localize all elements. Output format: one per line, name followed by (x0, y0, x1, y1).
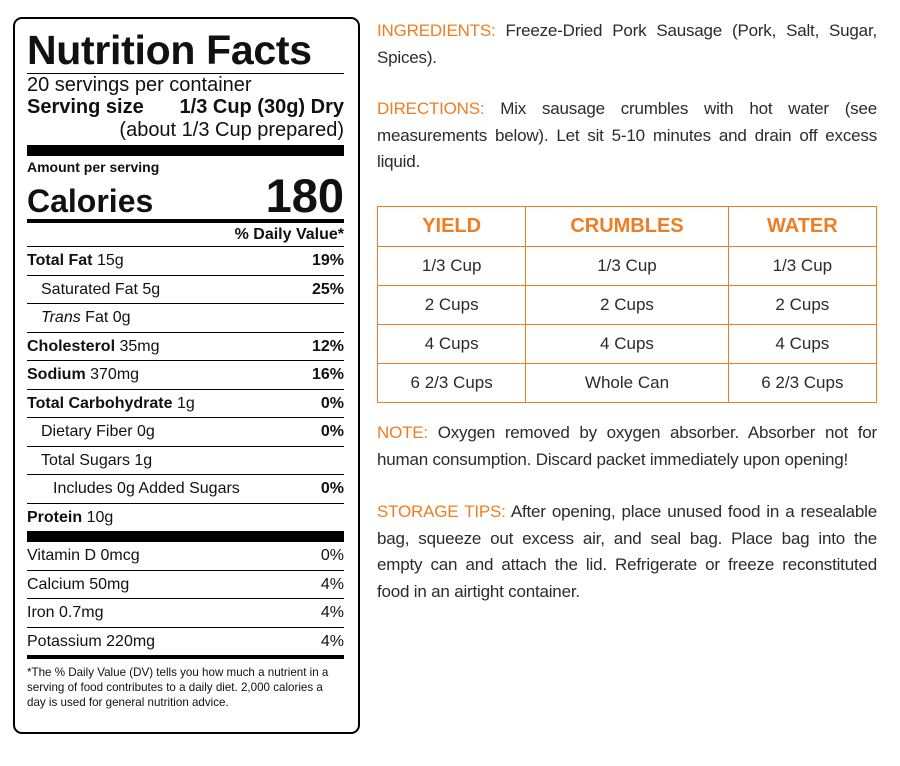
total-fat-amount: 15g (96, 252, 124, 269)
vitamin-dv: 4% (320, 604, 344, 621)
table-cell: 2 Cups (376, 285, 527, 325)
storage-text: After opening, place unused food in a re… (377, 502, 877, 601)
yield-table: YIELD CRUMBLES WATER 1/3 Cup 1/3 Cup 1/3… (376, 206, 878, 403)
table-header-row: YIELD CRUMBLES WATER (376, 206, 878, 247)
table-row: 6 2/3 Cups Whole Can 6 2/3 Cups (376, 363, 878, 403)
table-cell: 1/3 Cup (376, 246, 527, 286)
serving-prepared: (about 1/3 Cup prepared) (119, 119, 344, 141)
cholesterol-dv: 12% (311, 337, 344, 355)
vitamin-dv: 0% (320, 547, 344, 564)
storage-section: STORAGE TIPS: After opening, place unuse… (377, 499, 877, 605)
amount-per-serving: Amount per serving (27, 159, 160, 175)
calories-row: Calories 180 (27, 169, 344, 222)
added-sugars: Includes 0g Added Sugars (53, 480, 240, 497)
carbohydrate-dv: 0% (320, 394, 344, 412)
water-header: WATER (727, 206, 878, 247)
divider-thick (27, 145, 344, 156)
table-cell: 2 Cups (525, 285, 729, 325)
sodium-row: Sodium 370mg 16% (27, 360, 344, 389)
divider-medium (27, 655, 344, 659)
nutrition-facts-panel: Nutrition Facts 20 servings per containe… (13, 17, 360, 734)
total-sugars: Total Sugars 1g (41, 451, 153, 469)
trans-fat-rest: Fat 0g (85, 309, 131, 326)
divider-thick (27, 531, 344, 542)
trans-fat-italic: Trans (41, 309, 81, 326)
cholesterol-amount: 35mg (119, 337, 160, 355)
vitamin-label: Potassium 220mg (27, 632, 156, 650)
table-cell: Whole Can (525, 363, 729, 403)
vitamin-row: Potassium 220mg 4% (27, 626, 344, 656)
table-row: 4 Cups 4 Cups 4 Cups (376, 324, 878, 364)
ingredients-section: INGREDIENTS: Freeze-Dried Pork Sausage (… (377, 18, 877, 71)
directions-text: Mix sausage crumbles with hot water (see… (377, 99, 877, 171)
saturated-fat-dv: 25% (311, 280, 344, 298)
added-sugars-row: Includes 0g Added Sugars 0% (27, 474, 344, 503)
divider-medium (27, 219, 344, 223)
table-cell: 1/3 Cup (525, 246, 729, 286)
ingredients-label: INGREDIENTS: (377, 21, 496, 40)
saturated-fat: Saturated Fat 5g (41, 280, 161, 298)
table-cell: 2 Cups (727, 285, 878, 325)
carbohydrate-amount: 1g (176, 394, 195, 412)
sodium-dv: 16% (311, 366, 344, 383)
protein-label: Protein (27, 508, 83, 526)
protein-amount: 10g (86, 508, 114, 526)
vitamin-row: Iron 0.7mg 4% (27, 598, 344, 627)
serving-size-label: Serving size (27, 96, 144, 118)
total-fat-dv: 19% (311, 252, 344, 269)
table-cell: 1/3 Cup (727, 246, 878, 286)
ingredients-text: Freeze-Dried Pork Sausage (Pork, Salt, S… (377, 21, 877, 67)
table-cell: 4 Cups (376, 324, 527, 364)
sugars-row: Total Sugars 1g (27, 445, 344, 475)
total-fat-label: Total Fat (27, 252, 93, 269)
crumbles-header: CRUMBLES (525, 206, 729, 247)
daily-value-header: % Daily Value* (234, 226, 344, 243)
fiber-row: Dietary Fiber 0g 0% (27, 417, 344, 446)
carbohydrate-label: Total Carbohydrate (27, 394, 173, 412)
total-fat-row: Total Fat 15g 19% (27, 246, 344, 275)
daily-value-footnote: *The % Daily Value (DV) tells you how mu… (27, 666, 329, 709)
calories-value: 180 (265, 169, 344, 222)
note-label: NOTE: (377, 423, 428, 442)
vitamin-dv: 4% (320, 632, 344, 650)
storage-label: STORAGE TIPS: (377, 502, 506, 521)
saturated-fat-row: Saturated Fat 5g 25% (27, 274, 344, 304)
sodium-amount: 370mg (90, 366, 140, 383)
calories-label: Calories (27, 183, 154, 219)
table-row: 1/3 Cup 1/3 Cup 1/3 Cup (376, 246, 878, 286)
table-cell: 4 Cups (525, 324, 729, 364)
servings-per-container: 20 servings per container (27, 74, 252, 96)
note-section: NOTE: Oxygen removed by oxygen absorber.… (377, 420, 877, 473)
serving-size: Serving size 1/3 Cup (30g) Dry (27, 96, 344, 119)
table-cell: 4 Cups (727, 324, 878, 364)
directions-label: DIRECTIONS: (377, 99, 485, 118)
vitamin-dv: 4% (320, 575, 344, 593)
divider (27, 73, 344, 74)
cholesterol-label: Cholesterol (27, 337, 116, 355)
added-sugars-dv: 0% (320, 480, 344, 497)
vitamin-label: Vitamin D 0mcg (27, 547, 140, 564)
note-text: Oxygen removed by oxygen absorber. Absor… (377, 423, 877, 469)
vitamin-label: Iron 0.7mg (27, 604, 104, 621)
vitamin-label: Calcium 50mg (27, 575, 130, 593)
dietary-fiber: Dietary Fiber 0g (41, 423, 155, 440)
sodium-label: Sodium (27, 366, 86, 383)
table-row: 2 Cups 2 Cups 2 Cups (376, 285, 878, 325)
directions-section: DIRECTIONS: Mix sausage crumbles with ho… (377, 96, 877, 176)
vitamin-row: Vitamin D 0mcg 0% (27, 542, 344, 570)
cholesterol-row: Cholesterol 35mg 12% (27, 331, 344, 361)
table-cell: 6 2/3 Cups (727, 363, 878, 403)
nutrition-facts-title: Nutrition Facts (27, 27, 312, 73)
trans-fat-row: Trans Fat 0g (27, 303, 344, 332)
table-cell: 6 2/3 Cups (376, 363, 527, 403)
protein-row: Protein 10g (27, 502, 344, 532)
carbohydrate-row: Total Carbohydrate 1g 0% (27, 388, 344, 418)
dietary-fiber-dv: 0% (320, 423, 344, 440)
serving-size-value: 1/3 Cup (30g) Dry (179, 96, 344, 118)
vitamin-row: Calcium 50mg 4% (27, 569, 344, 599)
yield-header: YIELD (376, 206, 527, 247)
